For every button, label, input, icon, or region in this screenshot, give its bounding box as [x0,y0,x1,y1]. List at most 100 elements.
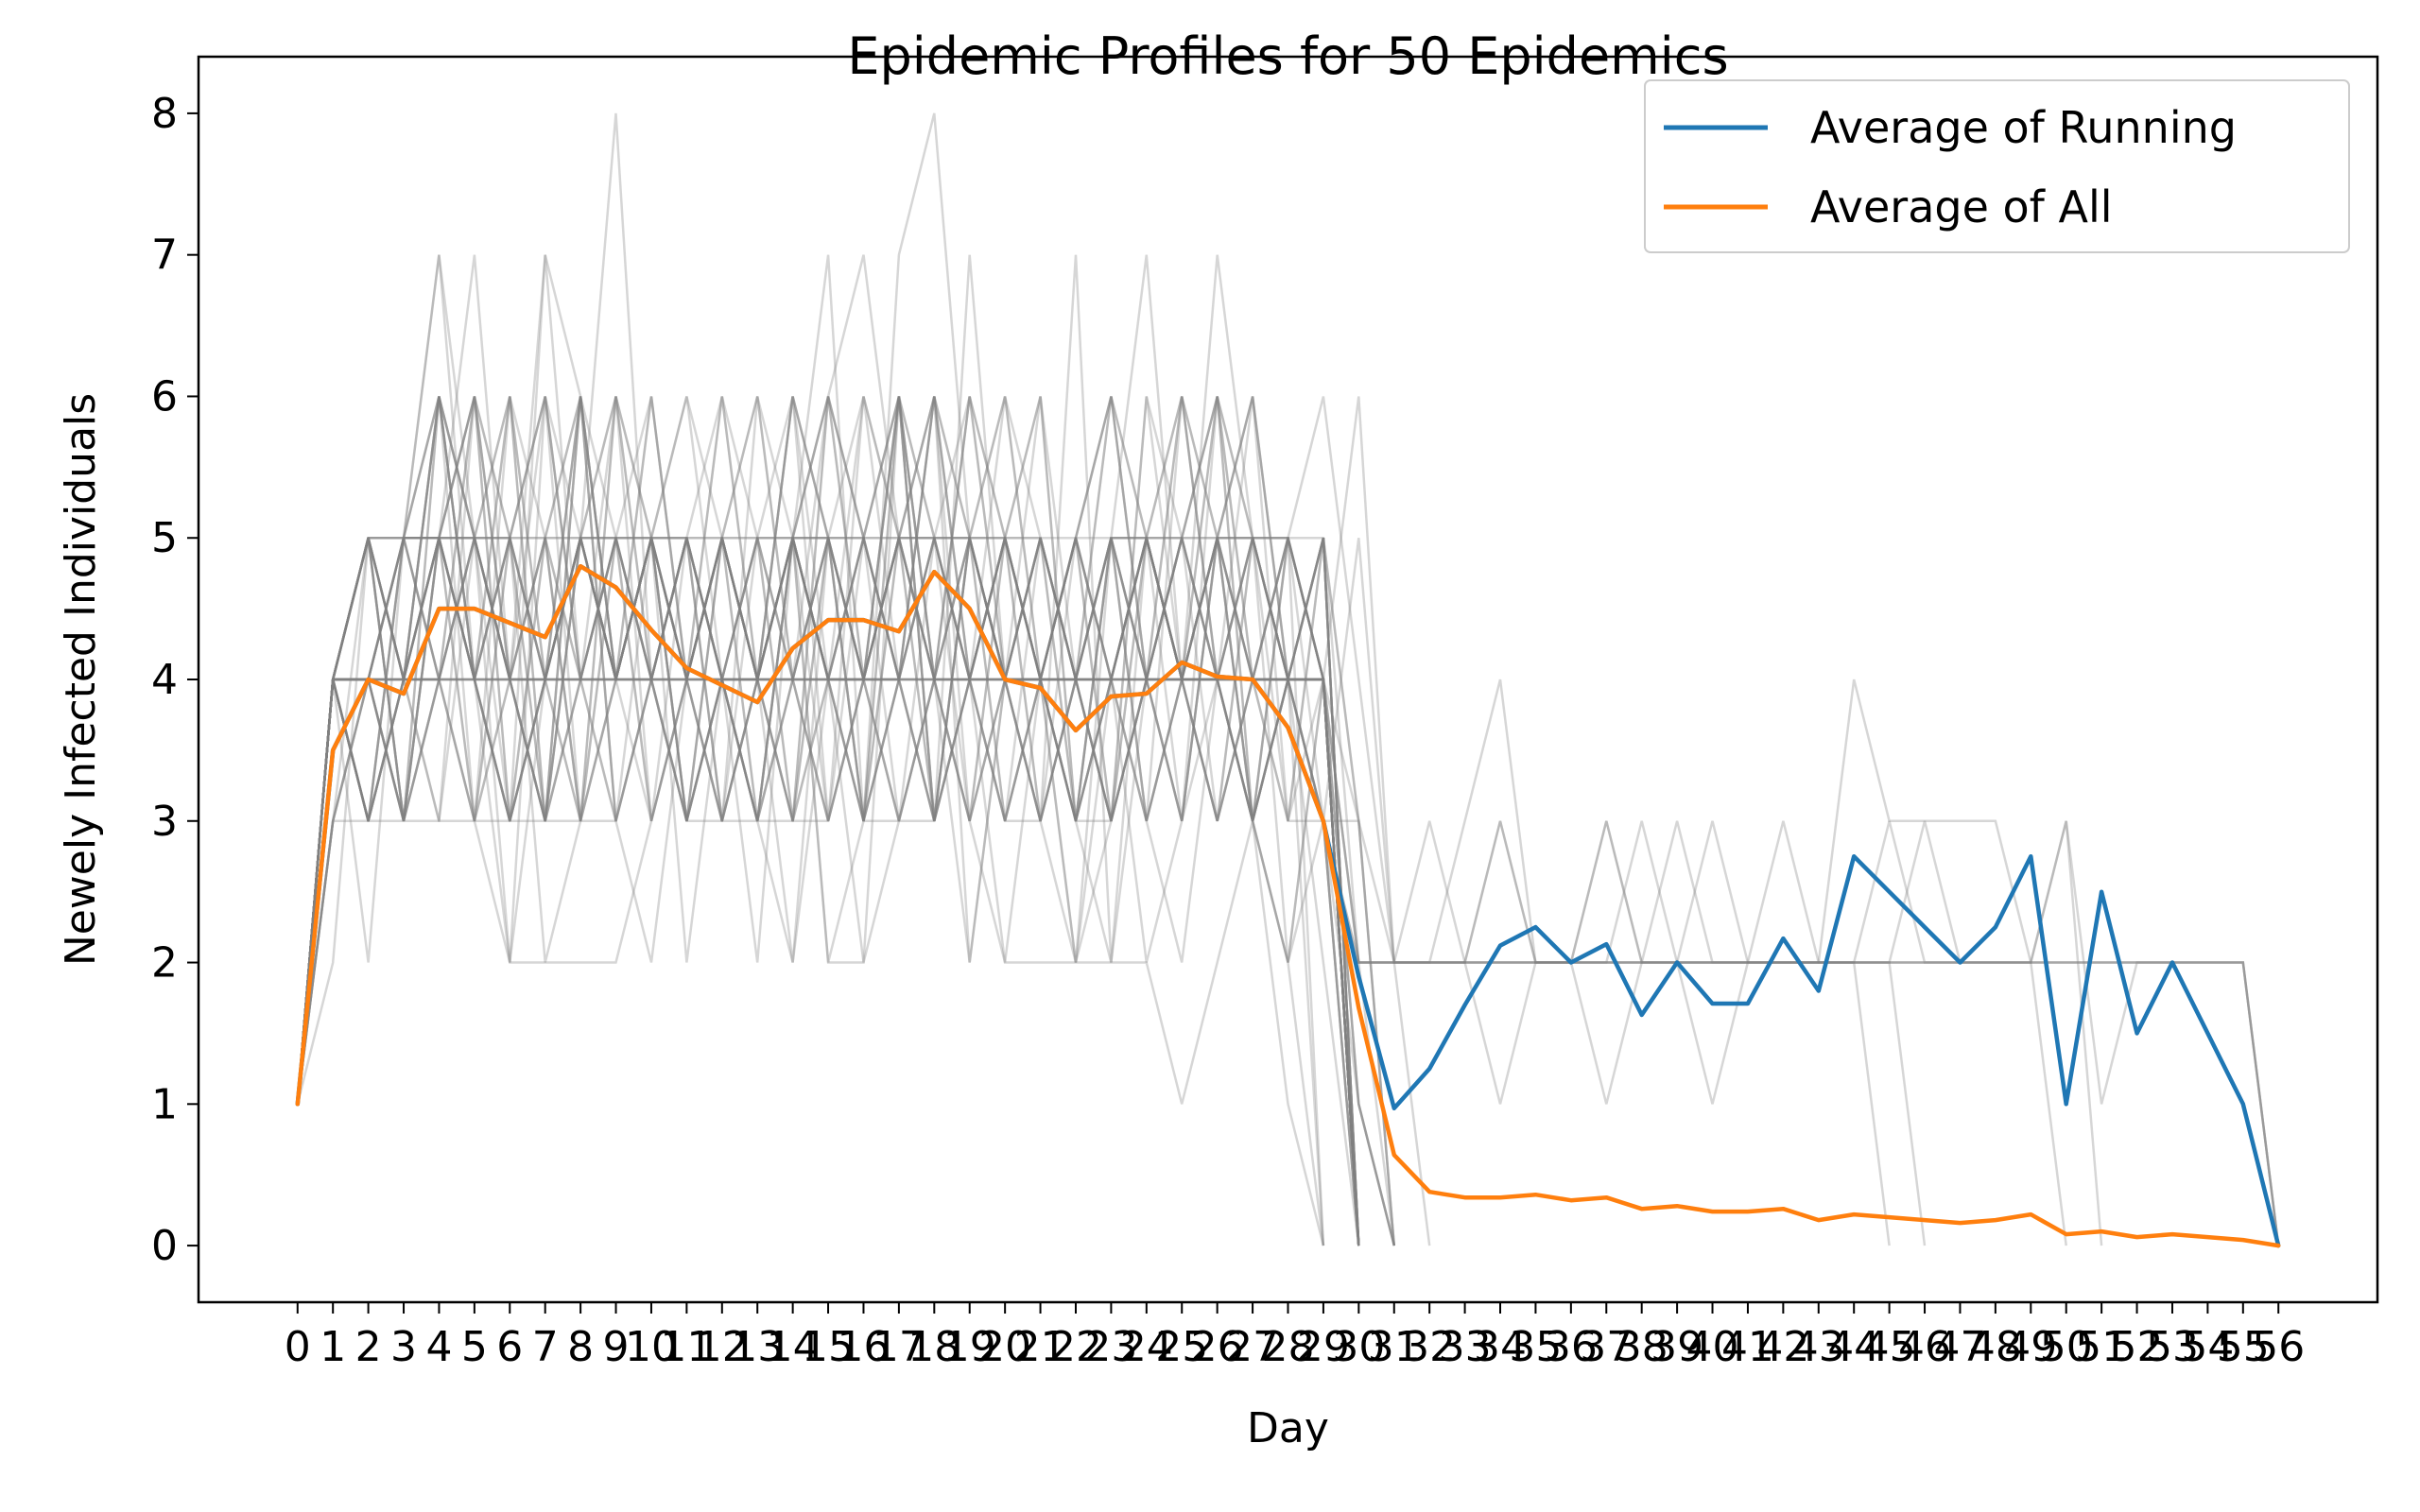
y-tick-label: 2 [151,939,178,988]
x-tick-label: 20 [978,1323,1031,1371]
x-tick-label: 21 [1014,1323,1067,1371]
x-tick-label: 22 [1049,1323,1102,1371]
x-tick-label: 41 [1721,1323,1774,1371]
epidemic-profile-line [296,537,1360,1246]
epidemic-profile-line [296,536,1360,1246]
x-tick-label: 27 [1226,1323,1279,1371]
x-tick-label: 24 [1120,1323,1173,1371]
epidemic-profile-line [296,254,1396,1246]
epidemic-profile-line [296,396,1325,1246]
x-tick-label: 25 [1155,1323,1208,1371]
x-tick-label: 33 [1439,1323,1492,1371]
epidemic-profile-line [296,396,1360,1246]
x-tick-label: 26 [1191,1323,1244,1371]
individual-epidemic-lines [296,112,2280,1246]
x-tick-label: 0 [285,1323,311,1371]
epidemic-profile-line [296,112,2280,1246]
x-tick-label: 3 [390,1323,417,1371]
x-tick-label: 28 [1262,1323,1315,1371]
y-tick-label: 1 [151,1080,178,1128]
x-tick-label: 37 [1580,1323,1633,1371]
x-tick-label: 49 [2004,1323,2057,1371]
legend-box [1644,79,2350,253]
epidemic-profile-line [296,536,1360,1246]
epidemic-profile-line [296,536,1325,1246]
epidemic-profile-line [296,536,1927,1246]
x-tick-label: 47 [1933,1323,1986,1371]
x-tick-label: 5 [461,1323,488,1371]
x-axis-ticks: 0 1 2 3 4 5 6 7 8 9101112131415161718192021222324… [285,1302,2305,1371]
epidemic-profile-line [296,536,1891,1246]
epidemic-profile-line [296,396,1360,1246]
epidemic-profile-line [296,536,1396,1246]
epidemic-profile-line [296,537,1360,1246]
x-tick-label: 29 [1297,1323,1350,1371]
epidemic-profile-line [296,396,1396,1246]
epidemic-profile-line [296,396,1360,1246]
x-tick-label: 53 [2146,1323,2199,1371]
x-tick-label: 12 [696,1323,749,1371]
epidemic-profile-line [296,396,1360,1246]
epidemic-profile-line [296,396,1325,1246]
epidemic-profile-line [296,396,1431,1246]
x-tick-label: 23 [1084,1323,1137,1371]
epidemic-profile-line [296,536,1360,1246]
series-line-average-all [295,563,2281,1248]
x-tick-label: 42 [1756,1323,1809,1371]
x-tick-label: 50 [2040,1323,2093,1371]
x-tick-label: 6 [496,1323,523,1371]
x-tick-label: 16 [837,1323,890,1371]
y-tick-label: 6 [151,372,178,421]
x-axis-title: Day [1247,1404,1329,1452]
epidemic-profile-line [296,396,1360,1246]
x-tick-label: 11 [660,1323,713,1371]
epidemic-profile-line [296,537,1360,1246]
legend-label-all: Average of All [1810,181,2113,232]
y-axis-title: Newely Infected Individuals [57,393,105,966]
x-tick-label: 54 [2181,1323,2234,1371]
x-tick-label: 31 [1368,1323,1421,1371]
epidemic-profile-line [296,678,1360,1246]
x-tick-label: 2 [355,1323,382,1371]
x-tick-label: 1 [320,1323,346,1371]
epidemic-profile-line [296,537,1360,1246]
epidemic-profile-line [296,254,2280,1246]
epidemic-profile-line [296,537,1360,1246]
x-tick-label: 51 [2075,1323,2128,1371]
x-tick-label: 13 [731,1323,784,1371]
epidemic-profile-line [296,254,2280,1246]
x-tick-label: 15 [802,1323,855,1371]
x-tick-label: 48 [1969,1323,2022,1371]
epidemic-profile-line [296,678,1360,1246]
epidemic-profile-line [296,537,1360,1246]
legend-label-running: Average of Running [1810,102,2237,153]
x-tick-label: 4 [425,1323,452,1371]
x-tick-label: 9 [603,1323,630,1371]
x-tick-label: 46 [1898,1323,1951,1371]
epidemic-profile-line [296,536,1360,1246]
x-tick-label: 39 [1651,1323,1703,1371]
x-tick-label: 56 [2252,1323,2305,1371]
x-tick-label: 34 [1474,1323,1527,1371]
epidemic-profile-line [296,536,1360,1246]
y-tick-label: 5 [151,514,178,562]
x-tick-label: 38 [1616,1323,1668,1371]
epidemic-profile-line [296,536,1396,1246]
x-tick-label: 35 [1509,1323,1562,1371]
x-tick-label: 8 [567,1323,594,1371]
y-tick-label: 8 [151,90,178,138]
x-tick-label: 14 [767,1323,820,1371]
x-tick-label: 30 [1332,1323,1385,1371]
x-tick-label: 52 [2111,1323,2164,1371]
y-tick-label: 7 [151,232,178,280]
epidemic-profile-line [296,678,1360,1246]
epidemic-profile-line [296,396,1360,1246]
epidemic-profile-line [296,396,1360,1246]
y-tick-label: 0 [151,1222,178,1270]
average-series-lines [295,563,2281,1248]
epidemic-profile-line [296,396,1360,1246]
epidemic-profile-line [296,537,1360,1246]
epidemic-profile-line [296,678,1360,1246]
